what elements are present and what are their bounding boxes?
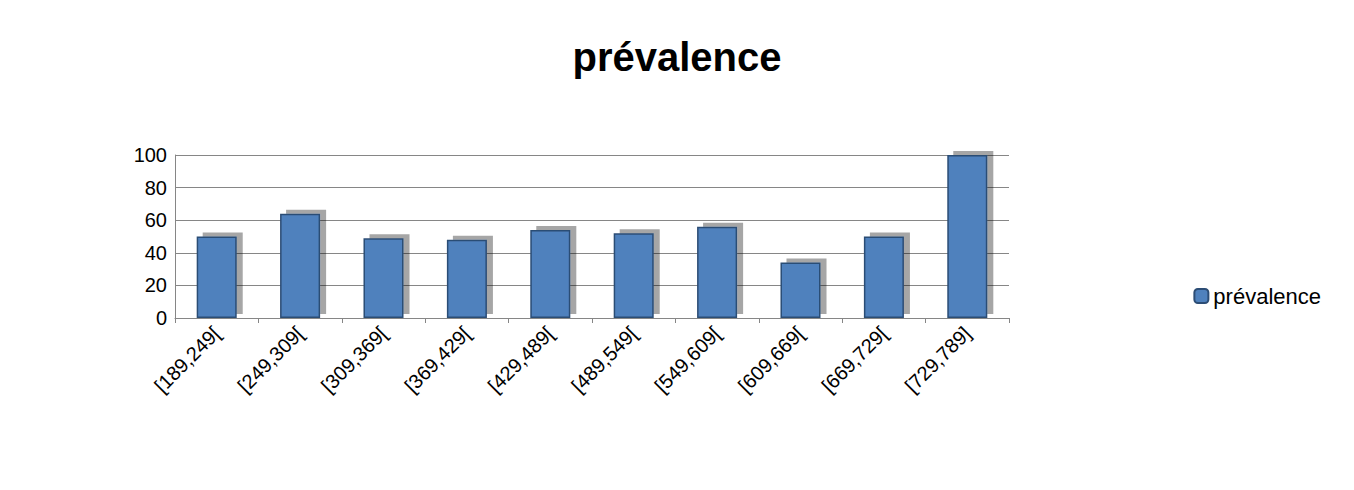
svg-text:[729,789]: [729,789] [901, 322, 975, 396]
svg-text:[369,429[: [369,429[ [400, 322, 475, 397]
svg-text:prévalence: prévalence [1213, 284, 1321, 309]
svg-text:[489,549[: [489,549[ [567, 322, 642, 397]
svg-text:0: 0 [156, 307, 167, 329]
svg-text:100: 100 [134, 144, 167, 166]
svg-text:[189,249[: [189,249[ [150, 322, 225, 397]
svg-text:[429,489[: [429,489[ [484, 322, 559, 397]
svg-text:60: 60 [145, 209, 167, 231]
svg-text:80: 80 [145, 177, 167, 199]
svg-text:[309,369[: [309,369[ [317, 322, 392, 397]
svg-text:[669,729[: [669,729[ [817, 322, 892, 397]
svg-text:[249,309[: [249,309[ [233, 322, 308, 397]
svg-text:[549,609[: [549,609[ [650, 322, 725, 397]
svg-text:[609,669[: [609,669[ [734, 322, 809, 397]
svg-text:20: 20 [145, 274, 167, 296]
svg-text:prévalence: prévalence [572, 35, 781, 79]
svg-text:40: 40 [145, 242, 167, 264]
